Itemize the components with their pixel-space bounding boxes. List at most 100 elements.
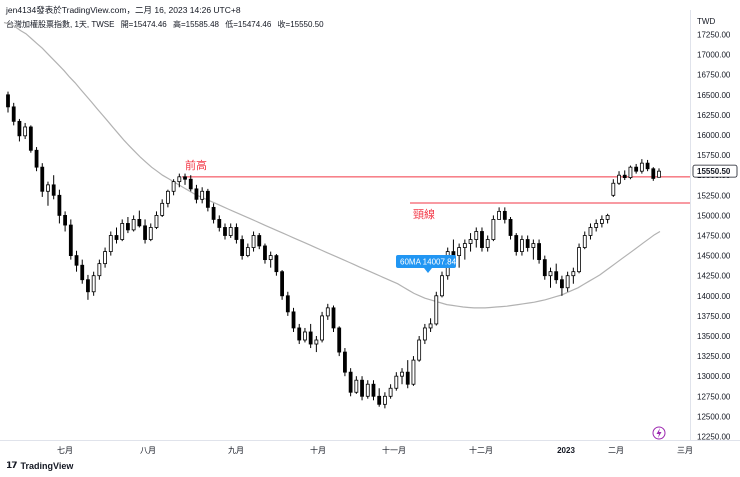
candle — [171, 179, 176, 196]
candle-body — [46, 184, 50, 192]
candle — [594, 219, 599, 232]
candle — [491, 215, 496, 242]
x-tick-label: 十月 — [310, 445, 326, 455]
y-tick-label: 16750.00 — [697, 71, 731, 80]
candle — [520, 235, 524, 256]
candle-body — [485, 239, 490, 248]
candle-body — [314, 339, 319, 345]
candle-body — [360, 379, 364, 397]
candle — [388, 384, 393, 399]
candle — [268, 251, 273, 268]
candle — [645, 159, 650, 172]
x-tick-label: 十二月 — [469, 445, 493, 455]
candle-body — [594, 223, 599, 228]
candle-body — [91, 275, 96, 293]
candle — [360, 376, 364, 401]
candle-body — [337, 327, 342, 353]
x-tick-label: 九月 — [228, 446, 244, 455]
candle — [405, 360, 410, 389]
candle-body — [251, 235, 256, 248]
candle — [97, 259, 102, 280]
candle-body — [126, 223, 130, 231]
currency-label: TWD — [697, 17, 715, 26]
lightning-icon[interactable] — [652, 426, 666, 440]
candle-body — [268, 255, 273, 261]
y-tick-label: 13000.00 — [697, 372, 731, 381]
candle — [177, 173, 182, 188]
candle-body — [160, 202, 165, 216]
candle-body — [577, 247, 581, 273]
candle — [565, 271, 570, 292]
y-tick-label: 13250.00 — [697, 352, 731, 361]
candle-body — [274, 255, 279, 273]
candle — [126, 217, 130, 234]
candle — [17, 118, 22, 142]
candle-body — [165, 190, 170, 204]
candle-body — [514, 235, 519, 252]
candle-body — [211, 206, 216, 220]
candle — [240, 235, 245, 260]
candle — [394, 372, 399, 391]
candle-body — [108, 235, 113, 252]
candle — [651, 167, 656, 181]
candle-body — [148, 227, 153, 240]
candle — [257, 233, 262, 250]
candle — [617, 171, 621, 185]
tradingview-brand[interactable]: 𝟭𝟳 TradingView — [6, 460, 73, 471]
candle — [599, 215, 604, 228]
candle — [582, 231, 587, 250]
candle-body — [537, 243, 541, 261]
y-tick-label: 13500.00 — [697, 332, 731, 341]
candle-body — [200, 190, 205, 200]
candle-body — [451, 251, 456, 256]
brand-label: TradingView — [20, 460, 74, 471]
candle — [337, 326, 342, 357]
candle — [34, 147, 39, 172]
candle-body — [303, 331, 307, 341]
candle — [348, 368, 353, 397]
candle — [160, 199, 165, 218]
candle-body — [291, 311, 296, 329]
candle-body — [480, 231, 484, 248]
candle — [377, 388, 382, 407]
candle — [497, 207, 502, 220]
candle-body — [177, 176, 182, 183]
candle — [622, 170, 627, 181]
candle — [417, 335, 422, 362]
candle — [143, 219, 147, 244]
candle-body — [223, 227, 227, 236]
y-tick-label: 17250.00 — [697, 31, 731, 40]
candle-body — [114, 235, 119, 240]
y-tick-label: 15000.00 — [697, 211, 731, 220]
candle-body — [411, 359, 416, 385]
y-tick-label: 14000.00 — [697, 292, 731, 301]
candle — [285, 291, 290, 316]
candle — [657, 168, 661, 178]
y-tick-label: 12500.00 — [697, 412, 731, 421]
candle — [183, 173, 187, 185]
candle-body — [491, 219, 496, 240]
candle-body — [131, 219, 136, 231]
candle — [508, 217, 513, 240]
x-tick-label: 三月 — [677, 446, 693, 455]
candle — [74, 250, 79, 272]
candle-body — [297, 327, 302, 341]
candle — [331, 305, 336, 332]
candle-body — [23, 126, 28, 137]
candle-body — [605, 215, 610, 220]
candle-body — [17, 120, 22, 137]
candle-body — [422, 327, 427, 341]
ohlc-high: 高=15585.48 — [172, 20, 220, 29]
candle — [400, 368, 404, 385]
x-tick-label: 八月 — [140, 446, 156, 455]
candle-body — [57, 194, 62, 216]
candle — [217, 215, 222, 232]
candle — [263, 243, 267, 264]
candle-body — [582, 235, 587, 248]
candle — [154, 211, 159, 230]
candle — [308, 323, 313, 349]
candle — [434, 291, 439, 326]
candle-body — [474, 231, 479, 240]
